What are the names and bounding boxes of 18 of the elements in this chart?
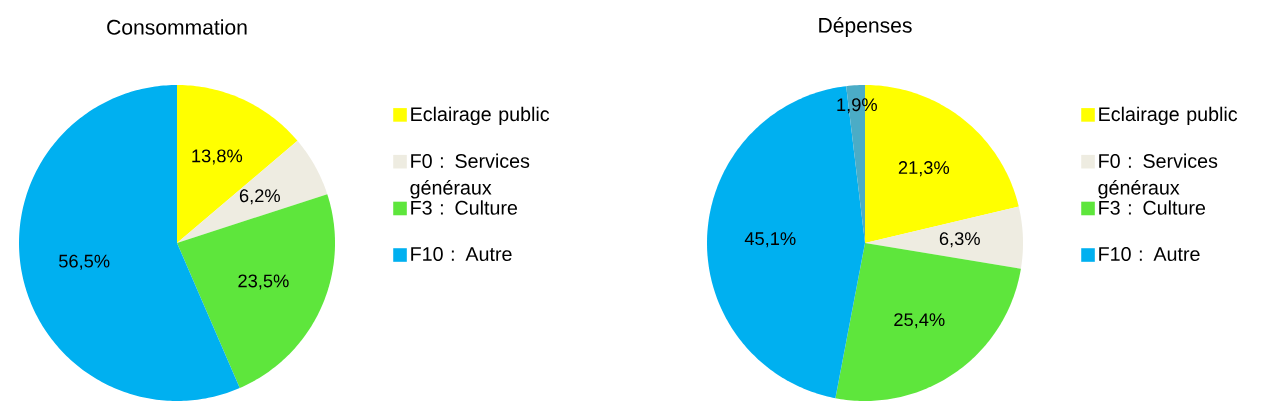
data-label: 25,4% <box>894 313 945 329</box>
legend-label: F0 : Services généraux <box>1098 153 1218 199</box>
chart-title: Consommation <box>107 19 247 35</box>
data-label: 23,5% <box>238 274 289 290</box>
data-label: 6,3% <box>939 232 980 248</box>
legend-label: F3 : Culture <box>411 200 518 215</box>
data-label: 6,2% <box>239 189 280 205</box>
data-label: 56,5% <box>59 254 110 270</box>
data-label: 13,8% <box>192 149 243 165</box>
legend-label: Eclairage public <box>1099 106 1238 126</box>
legend-label: F0 : Services généraux <box>410 153 530 199</box>
chart-title: Dépenses <box>819 17 912 37</box>
legend-label: F10 : Autre <box>411 247 512 262</box>
legend-label: F10 : Autre <box>1099 247 1200 262</box>
data-label: 45,1% <box>744 232 796 248</box>
legend-label: F3 : Culture <box>1099 200 1206 215</box>
legend-label: Eclairage public <box>411 106 550 126</box>
data-label: 21,3% <box>898 161 950 177</box>
